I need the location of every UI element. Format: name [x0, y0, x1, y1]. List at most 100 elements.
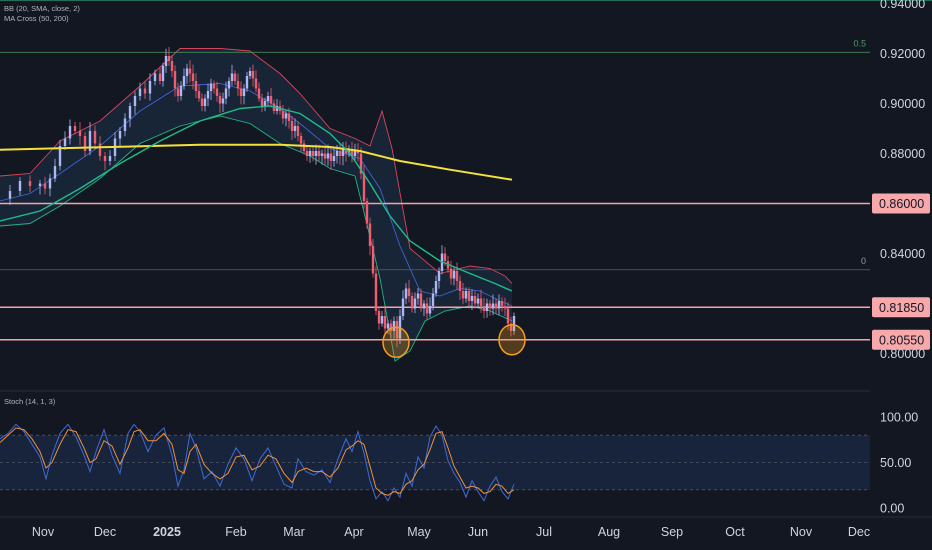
candle [482, 298, 486, 319]
badge-label: 0.86000 [879, 197, 924, 211]
candle-body [221, 98, 225, 104]
candle-body [407, 288, 411, 296]
time-tick-label: 2025 [153, 525, 181, 539]
candle [212, 80, 216, 94]
candle-body [68, 126, 72, 139]
candle-body [236, 81, 240, 89]
price-tick-label: 0.94000 [880, 0, 925, 11]
candle [332, 147, 336, 167]
stoch-d-line [0, 427, 515, 496]
candle [167, 47, 171, 66]
ma-cross-legend[interactable]: MA Cross (50, 200) [4, 14, 69, 23]
indicator-bands [0, 48, 513, 362]
candle-body [503, 306, 507, 309]
stoch-legend[interactable]: Stoch (14, 1, 3) [4, 397, 56, 406]
candle [236, 73, 240, 96]
indicator-legend: BB (20, SMA, close, 2) MA Cross (50, 200… [4, 4, 80, 24]
candle [434, 275, 438, 297]
circled-low [498, 324, 526, 356]
candle [275, 99, 279, 115]
candle [386, 320, 390, 334]
candle-body [128, 106, 132, 119]
candle-body [443, 253, 447, 261]
candle [371, 238, 375, 278]
candle-body [299, 136, 303, 144]
candle-body [338, 151, 342, 156]
candle [395, 316, 399, 348]
candle-body [368, 223, 372, 246]
candle-body [123, 118, 127, 131]
candle [410, 292, 414, 313]
candle [88, 122, 92, 156]
stoch-tick-label: 100.00 [880, 411, 918, 425]
candle-body [293, 126, 297, 131]
candle [437, 267, 441, 289]
candle [503, 297, 507, 317]
candle-body [350, 151, 354, 156]
time-tick-label: Dec [94, 525, 116, 539]
candle-body [8, 191, 12, 199]
candle-body [158, 73, 162, 81]
time-tick-label: Sep [661, 525, 683, 539]
candle [413, 292, 417, 314]
candle-body [78, 131, 82, 136]
candle-body [191, 73, 195, 81]
candle [191, 64, 195, 90]
candle [194, 73, 198, 98]
candle-body [176, 88, 180, 96]
candle-body [365, 201, 369, 224]
candle-body [383, 316, 387, 329]
candle [138, 82, 142, 101]
candle [170, 55, 174, 78]
candle-body [356, 151, 360, 154]
candle [290, 115, 294, 140]
candle-body [386, 323, 390, 329]
candle-body [260, 98, 264, 106]
candle-body [494, 303, 498, 309]
time-tick-label: Aug [598, 525, 620, 539]
bb-legend[interactable]: BB (20, SMA, close, 2) [4, 4, 80, 13]
candle-body [43, 183, 47, 189]
candle-body [473, 296, 477, 304]
candle [281, 105, 285, 125]
candle-body [341, 148, 345, 156]
candle [293, 118, 297, 138]
candle [431, 288, 435, 311]
price-tick-label: 0.88000 [880, 147, 925, 161]
candle [206, 83, 210, 107]
candle-body [467, 291, 471, 301]
price-level-badge: 0.81850 [872, 297, 930, 318]
candle [464, 287, 468, 303]
candle-body [389, 323, 393, 331]
candle [83, 132, 87, 157]
candle [284, 110, 288, 127]
candle-body [179, 86, 183, 96]
candles [8, 47, 516, 348]
candle [218, 92, 222, 113]
time-tick-label: Nov [32, 525, 55, 539]
candle-body [404, 288, 408, 299]
candle-body [203, 98, 207, 106]
candle-body [257, 88, 261, 99]
candle-body [482, 306, 486, 311]
time-tick-label: Jun [468, 525, 488, 539]
candle-body [422, 303, 426, 309]
candle-body [164, 56, 168, 66]
badge-bg [872, 329, 930, 350]
candle [43, 176, 47, 195]
candle [467, 287, 471, 309]
candle [353, 143, 357, 162]
candle [248, 67, 252, 80]
price-tick-label: 0.80000 [880, 347, 925, 361]
candle-body [200, 98, 204, 106]
candle [8, 184, 12, 205]
candle-body [434, 281, 438, 294]
candle [473, 291, 477, 309]
candle [299, 132, 303, 152]
candle [197, 84, 201, 102]
candle-body [28, 181, 32, 186]
candle-body [413, 298, 417, 309]
candle-body [512, 316, 516, 331]
candle-body [506, 308, 510, 324]
